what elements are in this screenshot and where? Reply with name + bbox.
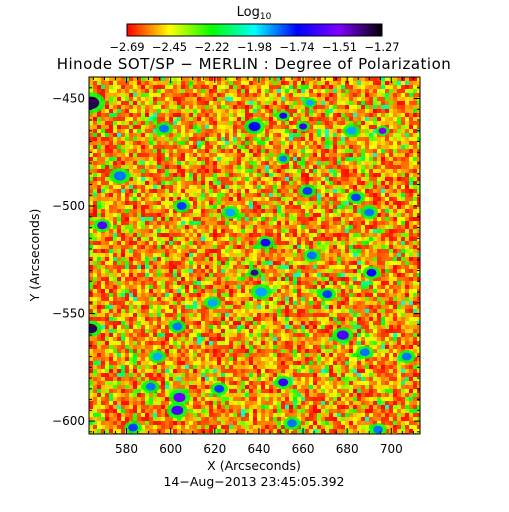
colorbar-tick-label: −2.22 — [194, 40, 229, 54]
x-tick-label: 700 — [380, 442, 403, 456]
feature-core — [172, 322, 183, 331]
x-tick-label: 580 — [115, 442, 138, 456]
feature-core — [248, 121, 261, 132]
chart-title: Hinode SOT/SP − MERLIN : Degree of Polar… — [57, 55, 452, 73]
y-tick-label: −450 — [52, 92, 85, 106]
feature-core — [152, 352, 163, 361]
feature-core — [302, 187, 313, 195]
feature-core — [279, 112, 288, 119]
feature-core — [279, 155, 288, 162]
plot-frame — [88, 76, 421, 435]
colorbar-label: Log10 — [237, 5, 272, 22]
y-axis-label: Y (Arcseconds) — [27, 209, 42, 303]
feature-core — [346, 126, 357, 135]
colorbar-ticks: −2.69 −2.45 −2.22 −1.98 −1.74 −1.51 −1.27 — [109, 40, 399, 54]
x-tick-label: 660 — [292, 442, 315, 456]
x-tick-label: 640 — [247, 442, 270, 456]
y-axis: −450 −500 −550 −600 — [52, 76, 420, 433]
feature-core — [359, 348, 370, 357]
colorbar-tick-label: −1.98 — [237, 40, 272, 54]
feature-core — [128, 423, 139, 432]
y-tick-label: −600 — [52, 414, 85, 428]
colorbar-tick-label: −2.45 — [152, 40, 187, 54]
feature-core — [159, 124, 169, 133]
feature-core — [171, 405, 184, 415]
colorbar-tick-label: −1.27 — [364, 40, 399, 54]
feature-core — [278, 378, 289, 387]
feature-core — [373, 425, 384, 434]
feature-core — [322, 290, 333, 299]
feature-core — [113, 171, 126, 181]
timestamp: 14−Aug−2013 23:45:05.392 — [163, 474, 344, 489]
heatmap-features — [89, 92, 416, 434]
x-tick-label: 620 — [203, 442, 226, 456]
feature-core — [145, 382, 156, 391]
feature-core — [225, 208, 236, 217]
feature-core — [207, 298, 218, 307]
feature-core — [89, 96, 100, 109]
feature-core — [364, 208, 375, 217]
feature-core — [306, 251, 317, 260]
x-tick-label: 600 — [159, 442, 182, 456]
feature-core — [97, 221, 108, 230]
colorbar-tick-label: −1.74 — [279, 40, 314, 54]
feature-core — [336, 330, 349, 340]
feature-core — [250, 269, 259, 276]
x-axis: 580 600 620 640 660 680 700 — [92, 77, 414, 456]
feature-core — [173, 392, 186, 403]
feature-core — [260, 238, 271, 247]
feature-core — [214, 384, 225, 393]
feature-core — [378, 127, 387, 134]
x-axis-label: X (Arcseconds) — [207, 458, 301, 473]
feature-core — [89, 323, 98, 334]
colorbar-tick-label: −1.51 — [322, 40, 357, 54]
feature-core — [255, 287, 268, 297]
y-tick-label: −550 — [52, 307, 85, 321]
feature-core — [351, 193, 361, 202]
colorbar-tick-label: −2.69 — [109, 40, 144, 54]
heatmap — [89, 77, 420, 434]
y-tick-label: −500 — [52, 199, 85, 213]
feature-core — [305, 99, 314, 106]
colorbar — [126, 23, 383, 37]
feature-core — [401, 352, 412, 361]
heatmap-texture — [89, 77, 420, 434]
feature-core — [299, 123, 308, 130]
feature-core — [366, 268, 377, 277]
feature-core — [287, 419, 297, 428]
x-tick-label: 680 — [336, 442, 359, 456]
feature-core — [176, 202, 187, 210]
